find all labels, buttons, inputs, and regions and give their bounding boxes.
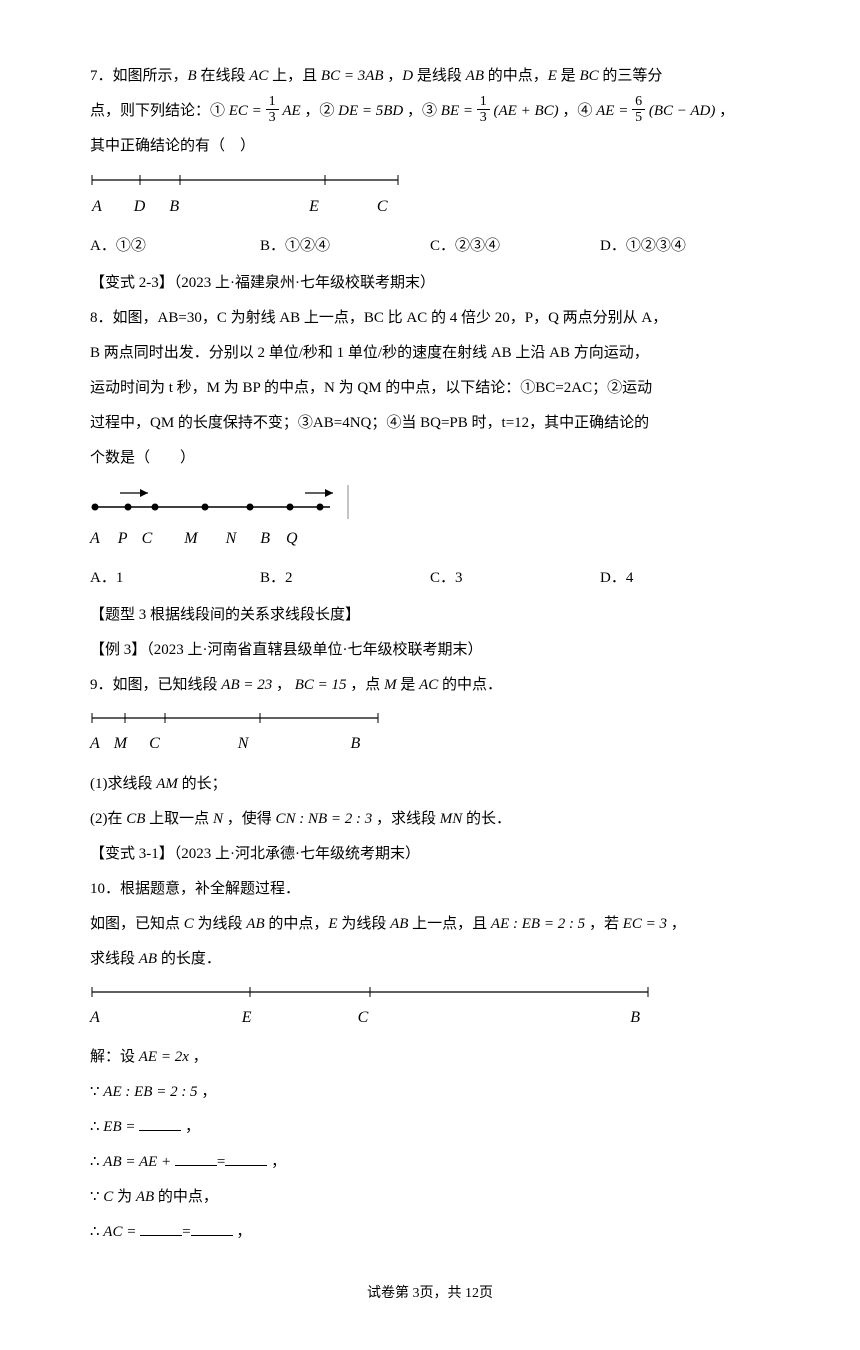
q9-stem: 9．如图，已知线段 AB = 23 ， BC = 15 ，点 M 是 AC 的中… xyxy=(90,669,770,702)
diagram-label: C xyxy=(377,189,388,224)
q10-sol1: 解：设 AE = 2x ， xyxy=(90,1041,770,1074)
q8-opt-a[interactable]: A．1 xyxy=(90,562,260,595)
diagram-label: Q xyxy=(286,521,298,556)
q8-line5: 个数是（ ） xyxy=(90,442,770,475)
q9-part1: (1)求线段 AM 的长； xyxy=(90,768,770,801)
q8-line4: 过程中，QM 的长度保持不变；③AB=4NQ；④当 BQ=PB 时，t=12，其… xyxy=(90,407,770,440)
diagram-label: D xyxy=(134,189,146,224)
diagram-label: P xyxy=(118,521,128,556)
fill-blank[interactable] xyxy=(191,1221,233,1236)
q8-line3: 运动时间为 t 秒，M 为 BP 的中点，N 为 QM 的中点，以下结论：①BC… xyxy=(90,372,770,405)
q10-sol4: ∴ AB = AE + = ， xyxy=(90,1146,770,1179)
q10-line2: 如图，已知点 C 为线段 AB 的中点，E 为线段 AB 上一点，且 AE : … xyxy=(90,908,770,941)
type3-heading: 【题型 3 根据线段间的关系求线段长度】 xyxy=(90,599,770,632)
diagram-label: M xyxy=(184,521,197,556)
diagram-label: E xyxy=(309,189,319,224)
q7-diagram: A D B E C xyxy=(90,173,770,224)
q7-stem-line3: 其中正确结论的有（ ） xyxy=(90,130,770,163)
q7-opt-d[interactable]: D．①②③④ xyxy=(600,230,770,263)
q8-line1: 8．如图，AB=30，C 为射线 AB 上一点，BC 比 AC 的 4 倍少 2… xyxy=(90,302,770,335)
q10-sol5: ∵ C 为 AB 的中点， xyxy=(90,1181,770,1214)
variant-2-3: 【变式 2-3】（2023 上·福建泉州·七年级校联考期末） xyxy=(90,267,770,300)
diagram-label: M xyxy=(114,726,127,761)
fraction: 13 xyxy=(477,94,490,126)
q10-diagram: A E C B xyxy=(90,986,770,1035)
q10-sol6: ∴ AC = = ， xyxy=(90,1216,770,1249)
variant-3-1: 【变式 3-1】（2023 上·河北承德·七年级统考期末） xyxy=(90,838,770,871)
fill-blank[interactable] xyxy=(140,1221,182,1236)
diagram-label: A xyxy=(90,726,100,761)
diagram-label: B xyxy=(350,726,360,761)
q8-diagram: A P C M N B Q xyxy=(90,485,770,556)
diagram-label: N xyxy=(238,726,249,761)
q8-opt-c[interactable]: C．3 xyxy=(430,562,600,595)
diagram-label: N xyxy=(226,521,237,556)
q8-opt-b[interactable]: B．2 xyxy=(260,562,430,595)
q9-part2: (2)在 CB 上取一点 N ，使得 CN : NB = 2 : 3 ，求线段 … xyxy=(90,803,770,836)
diagram-label: B xyxy=(169,189,179,224)
q7-opt-b[interactable]: B．①②④ xyxy=(260,230,430,263)
q7-opt-a[interactable]: A．①② xyxy=(90,230,260,263)
q8-opt-d[interactable]: D．4 xyxy=(600,562,770,595)
q8-line2: B 两点同时出发．分别以 2 单位/秒和 1 单位/秒的速度在射线 AB 上沿 … xyxy=(90,337,770,370)
q10-sol2: ∵ AE : EB = 2 : 5 ， xyxy=(90,1076,770,1109)
fraction: 65 xyxy=(632,94,645,126)
fill-blank[interactable] xyxy=(175,1151,217,1166)
q7-stem-line2: 点，则下列结论：① EC = 13 AE ，② DE = 5BD ，③ BE =… xyxy=(90,95,770,128)
diagram-label: A xyxy=(90,1000,100,1035)
q7-number: 7． xyxy=(90,68,113,84)
q10-line1: 10．根据题意，补全解题过程． xyxy=(90,873,770,906)
q7-stem-line1: 7．如图所示，B 在线段 AC 上，且 BC = 3AB ，D 是线段 AB 的… xyxy=(90,60,770,93)
example3-heading: 【例 3】（2023 上·河南省直辖县级单位·七年级校联考期末） xyxy=(90,634,770,667)
q10-sol3: ∴ EB = ， xyxy=(90,1111,770,1144)
fill-blank[interactable] xyxy=(225,1151,267,1166)
diagram-label: C xyxy=(358,1000,369,1035)
q7-options: A．①② B．①②④ C．②③④ D．①②③④ xyxy=(90,230,770,263)
diagram-label: B xyxy=(630,1000,640,1035)
q7-opt-c[interactable]: C．②③④ xyxy=(430,230,600,263)
page-footer: 试卷第 3页，共 12页 xyxy=(90,1279,770,1310)
diagram-label: A xyxy=(92,189,102,224)
fill-blank[interactable] xyxy=(139,1116,181,1131)
q9-diagram: A M C N B xyxy=(90,712,770,761)
q8-options: A．1 B．2 C．3 D．4 xyxy=(90,562,770,595)
diagram-label: E xyxy=(242,1000,252,1035)
fraction: 13 xyxy=(266,94,279,126)
diagram-label: A xyxy=(90,521,100,556)
diagram-label: B xyxy=(260,521,270,556)
q10-line3: 求线段 AB 的长度． xyxy=(90,943,770,976)
diagram-label: C xyxy=(142,521,153,556)
diagram-label: C xyxy=(149,726,160,761)
